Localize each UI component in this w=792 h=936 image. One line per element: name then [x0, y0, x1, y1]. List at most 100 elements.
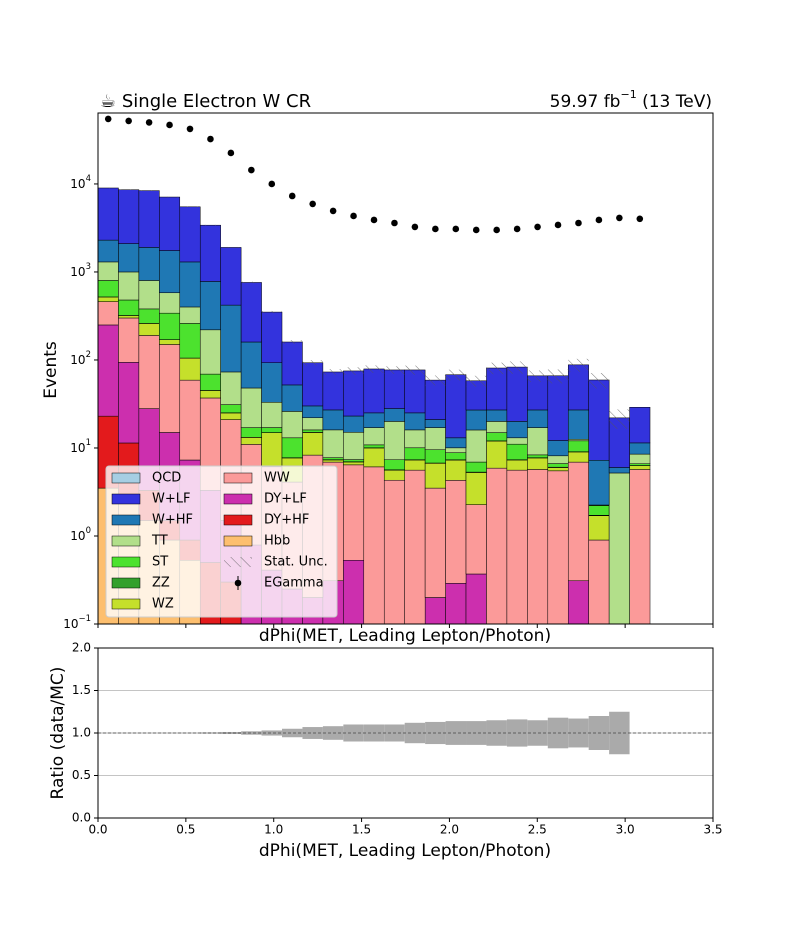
y-tick-exponent: 3: [86, 261, 91, 271]
title-text: Single Electron W CR: [122, 91, 311, 112]
stat-unc-hatch: [527, 370, 548, 383]
histogram-segment: [220, 404, 242, 414]
histogram-segment: [465, 429, 487, 463]
y-tick-label: 101: [70, 437, 91, 454]
histogram-segment: [118, 362, 140, 444]
histogram-segment: [363, 368, 385, 414]
histogram-segment: [179, 206, 201, 263]
legend-label: W+HF: [152, 513, 193, 528]
histogram-segment: [629, 465, 651, 470]
data-point: [472, 226, 480, 234]
histogram-segment: [383, 479, 405, 624]
ratio-unc-band: [241, 731, 262, 735]
histogram-segment: [179, 306, 201, 324]
histogram-segment: [179, 357, 201, 381]
histogram-segment: [220, 371, 242, 405]
histogram-segment: [383, 421, 405, 460]
chart-title: ☕ Single Electron W CR: [100, 91, 311, 112]
histogram-segment: [567, 440, 589, 453]
histogram-segment: [322, 429, 344, 458]
stat-unc-hatch: [138, 190, 160, 191]
ratio-y-axis-label: Ratio (data/MC): [48, 667, 68, 800]
histogram-segment: [486, 409, 508, 422]
histogram-segment: [343, 461, 365, 466]
histogram-segment: [588, 460, 610, 506]
histogram-segment: [118, 317, 140, 363]
histogram-segment: [118, 189, 140, 244]
y-tick-label: 0.0: [72, 811, 91, 825]
histogram-segment: [159, 339, 181, 345]
histogram-segment: [322, 457, 344, 460]
histogram-segment: [98, 324, 119, 417]
main-frame: [97, 112, 714, 625]
histogram-segment: [281, 384, 303, 412]
histogram-segment: [281, 411, 303, 439]
legend-swatch: [223, 514, 253, 526]
data-point: [227, 149, 235, 157]
x-tick-label: 0.0: [88, 823, 107, 837]
histogram-segment: [138, 190, 160, 248]
stat-unc-hatch: [445, 369, 467, 381]
histogram-segment: [629, 469, 651, 624]
histogram-segment: [240, 437, 262, 445]
y-tick-label: 103: [70, 261, 91, 278]
histogram-segment: [240, 341, 262, 389]
histogram-segment: [383, 459, 405, 471]
x-tick-label: 1.0: [264, 823, 283, 837]
histogram-segment: [445, 374, 467, 439]
histogram-segment: [588, 379, 610, 461]
histogram-segment: [302, 362, 324, 407]
ratio-unc-band: [302, 727, 323, 739]
histogram-segment: [199, 281, 221, 331]
histogram-segment: [527, 427, 549, 456]
data-point: [329, 207, 337, 215]
histogram-segment: [363, 412, 385, 428]
histogram-segment: [302, 429, 324, 433]
legend: QCD W+LF W+HF TT ST ZZ WZ WW DY+LF DY+HF Hbb Stat. …: [105, 465, 338, 618]
histogram-segment: [199, 390, 221, 399]
histogram-segment: [199, 329, 221, 375]
ratio-unc-band: [506, 719, 528, 747]
histogram-segment: [547, 375, 569, 441]
data-point: [534, 223, 541, 231]
histogram-segment: [363, 466, 385, 624]
legend-swatch: [223, 535, 253, 547]
data-point: [125, 117, 132, 125]
stat-unc-hatch: [343, 367, 364, 375]
legend-label: DY+LF: [264, 492, 307, 507]
histogram-segment: [220, 412, 242, 420]
stat-unc-hatch: [568, 358, 589, 372]
histogram-segment: [322, 409, 344, 431]
histogram-segment: [179, 379, 201, 461]
histogram-segment: [465, 409, 487, 431]
histogram-segment: [486, 467, 508, 624]
histogram-segment: [629, 463, 651, 466]
legend-swatch: [111, 514, 141, 526]
histogram-segment: [445, 452, 467, 461]
y-tick-exponent: −1: [78, 614, 91, 624]
histogram-segment: [424, 487, 446, 598]
data-point: [207, 135, 214, 143]
histogram-segment: [404, 447, 426, 460]
x-axis-label: dPhi(MET, Leading Lepton/Photon): [259, 626, 551, 646]
ratio-unc-band: [527, 720, 548, 746]
histogram-segment: [363, 427, 385, 446]
histogram-segment: [302, 405, 324, 419]
histogram-segment: [281, 341, 303, 386]
histogram-segment: [404, 469, 426, 624]
histogram-segment: [343, 464, 365, 561]
histogram-segment: [383, 408, 405, 422]
histogram-segment: [138, 335, 160, 409]
stat-unc-hatch: [486, 362, 507, 375]
legend-label: WW: [264, 471, 290, 486]
histogram-segment: [179, 323, 201, 359]
histogram-segment: [343, 432, 365, 460]
histogram-segment: [138, 247, 160, 281]
stat-unc-hatch: [425, 375, 446, 386]
histogram-segment: [465, 573, 487, 624]
legend-swatch: [224, 557, 252, 567]
stat-unc-hatch: [282, 340, 303, 344]
legend-swatch: [111, 577, 141, 589]
y-tick-label: 1.0: [72, 726, 91, 740]
histogram-segment: [404, 459, 426, 471]
